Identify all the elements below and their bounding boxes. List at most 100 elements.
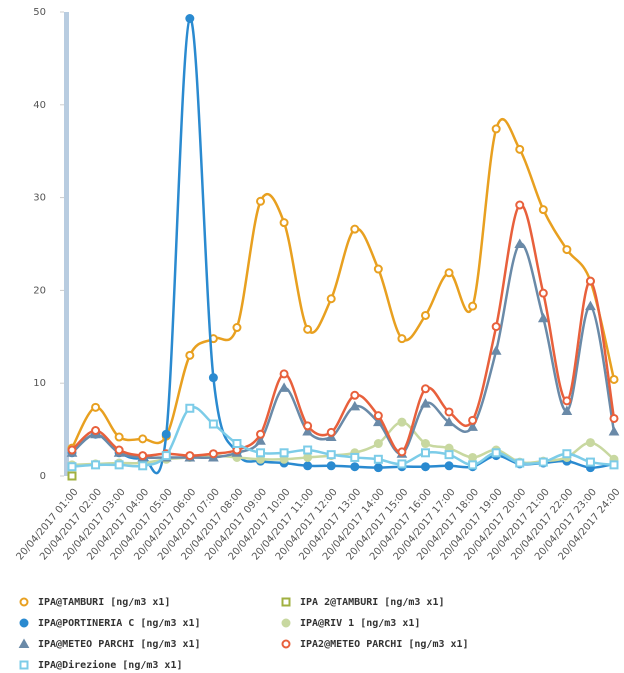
- series: [66, 238, 620, 462]
- marker: [67, 445, 77, 455]
- marker: [585, 457, 595, 467]
- marker: [373, 264, 383, 274]
- marker: [161, 451, 171, 461]
- series: [67, 118, 619, 453]
- marker: [19, 660, 29, 670]
- marker: [467, 421, 478, 431]
- marker: [491, 448, 501, 458]
- marker: [138, 434, 148, 444]
- marker: [585, 438, 595, 448]
- marker: [350, 224, 360, 234]
- y-tick-label: 40: [33, 100, 46, 111]
- y-tick-label: 20: [33, 285, 46, 296]
- marker: [279, 218, 289, 228]
- marker: [303, 421, 313, 431]
- marker: [609, 413, 619, 423]
- y-tick-label: 50: [33, 7, 46, 18]
- marker: [91, 460, 101, 470]
- marker: [585, 276, 595, 286]
- marker: [397, 417, 407, 427]
- marker: [208, 449, 218, 459]
- marker: [562, 245, 572, 255]
- marker: [491, 322, 501, 332]
- marker: [373, 411, 383, 421]
- y-axis-band: [64, 12, 69, 476]
- marker: [303, 461, 313, 471]
- marker: [256, 448, 266, 458]
- marker: [538, 205, 548, 215]
- legend-label: IPA@TAMBURI [ng/m3 x1]: [38, 597, 170, 608]
- marker: [326, 294, 336, 304]
- marker: [303, 445, 313, 455]
- marker: [114, 460, 124, 470]
- marker: [114, 432, 124, 442]
- marker: [185, 350, 195, 360]
- marker: [281, 639, 291, 649]
- marker: [537, 312, 549, 323]
- line: [70, 118, 616, 449]
- marker: [372, 416, 384, 427]
- series: [67, 417, 619, 470]
- marker: [420, 398, 431, 408]
- marker: [67, 471, 77, 481]
- marker: [373, 454, 383, 464]
- marker: [161, 429, 171, 439]
- marker: [326, 450, 336, 460]
- marker: [373, 439, 383, 449]
- marker: [232, 323, 242, 333]
- marker: [303, 324, 313, 334]
- marker: [514, 238, 526, 248]
- marker: [420, 439, 430, 449]
- marker: [350, 452, 360, 462]
- y-tick-label: 10: [33, 378, 46, 389]
- legend-label: IPA@RIV 1 [ng/m3 x1]: [300, 618, 420, 629]
- marker: [114, 445, 124, 455]
- marker: [19, 597, 29, 607]
- marker: [444, 450, 454, 460]
- marker: [515, 200, 525, 210]
- marker: [279, 369, 289, 379]
- legend-label: IPA@Direzione [ng/m3 x1]: [38, 659, 183, 671]
- marker: [444, 461, 454, 471]
- marker: [326, 461, 336, 471]
- marker: [232, 439, 242, 449]
- legend-label: IPA@PORTINERIA C [ng/m3 x1]: [38, 618, 201, 629]
- marker: [19, 618, 29, 628]
- marker: [281, 597, 291, 607]
- marker: [138, 451, 148, 461]
- marker: [561, 405, 573, 416]
- marker: [562, 396, 572, 406]
- marker: [585, 300, 596, 311]
- marker: [91, 426, 101, 436]
- marker: [397, 334, 407, 344]
- marker: [350, 462, 360, 472]
- marker: [420, 462, 430, 472]
- marker: [18, 638, 30, 648]
- marker: [468, 301, 478, 311]
- marker: [515, 458, 525, 468]
- marker: [538, 288, 548, 298]
- marker: [538, 457, 548, 467]
- marker: [67, 462, 77, 472]
- marker: [609, 460, 619, 470]
- marker: [468, 460, 478, 470]
- y-tick-label: 0: [40, 471, 46, 482]
- marker: [350, 390, 360, 400]
- marker: [397, 447, 407, 457]
- legend-label: IPA@METEO PARCHI [ng/m3 x1]: [38, 639, 201, 650]
- marker: [373, 463, 383, 473]
- marker: [490, 345, 502, 355]
- marker: [138, 461, 148, 471]
- legend-label: IPA2@METEO PARCHI [ng/m3 x1]: [300, 639, 469, 650]
- marker: [208, 373, 218, 383]
- marker: [444, 407, 454, 417]
- marker: [397, 459, 407, 469]
- marker: [91, 402, 101, 412]
- marker: [468, 415, 478, 425]
- marker: [279, 448, 289, 458]
- series: [67, 13, 619, 475]
- marker: [420, 448, 430, 458]
- marker: [349, 400, 361, 411]
- marker: [255, 435, 266, 445]
